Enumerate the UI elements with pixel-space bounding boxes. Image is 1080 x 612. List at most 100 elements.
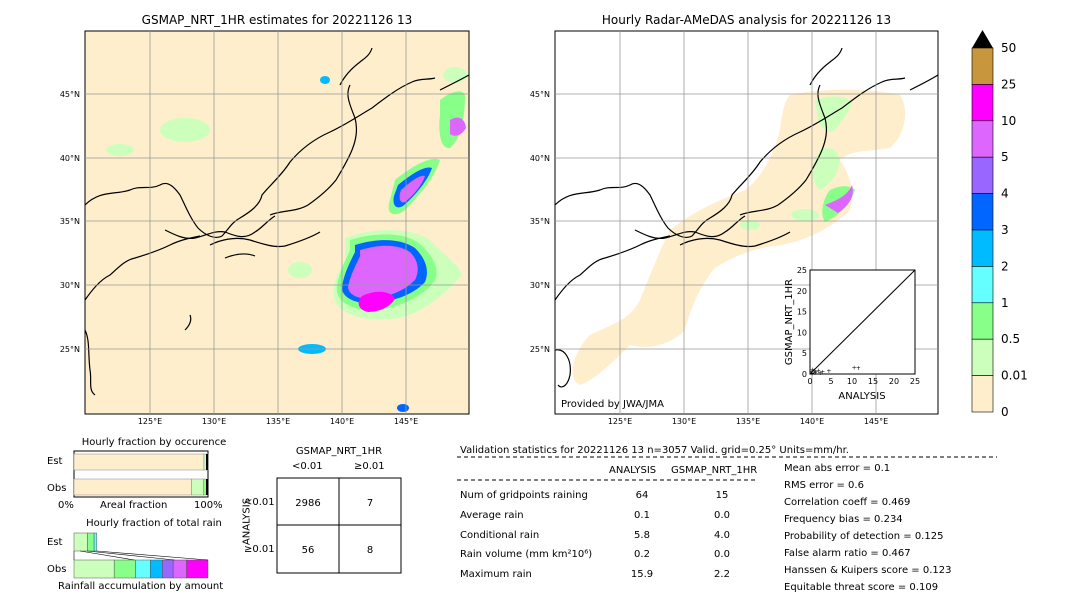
- score-pod: Probability of detection = 0.125: [784, 531, 944, 542]
- left-map-frame: [84, 30, 470, 415]
- contingency-grid: 2986 7 56 8: [276, 477, 402, 574]
- colorbar-label: 1: [1001, 296, 1009, 310]
- occurrence-axis-right: 100%: [194, 500, 223, 511]
- inset-xtick: 5: [828, 377, 833, 386]
- right-lat-30: 30°N: [530, 281, 550, 290]
- score-far: False alarm ratio = 0.467: [784, 548, 911, 559]
- total-rain-bar-segment: [93, 532, 98, 552]
- inset-diagonal: [809, 269, 916, 375]
- colorbar-segment: [971, 375, 994, 413]
- stat-analysis: 15.9: [630, 569, 654, 580]
- scatter-point: +: [856, 365, 861, 372]
- stat-label: Average rain: [460, 510, 524, 521]
- left-lat-25: 25°N: [60, 345, 80, 354]
- total-rain-bar-segment: [162, 559, 174, 579]
- score-hk: Hanssen & Kuipers score = 0.123: [784, 565, 952, 576]
- total-rain-link: [80, 550, 135, 561]
- colorbar-segment: [971, 193, 994, 231]
- inset-xtick: 25: [910, 377, 920, 386]
- scatter-point: +: [820, 369, 825, 376]
- right-lon-135: 135°E: [736, 417, 760, 426]
- right-map-title: Hourly Radar-AMeDAS analysis for 2022112…: [601, 13, 892, 27]
- stat-gsmap: 15: [715, 490, 729, 501]
- total-rain-bar-segment: [73, 559, 115, 579]
- right-lon-125: 125°E: [608, 417, 632, 426]
- colorbar-segment: [971, 338, 994, 376]
- data-credit: Provided by JWA/JMA: [561, 399, 664, 410]
- occurrence-bar-segment: [73, 478, 192, 496]
- colorbar-label: 2: [1001, 259, 1009, 273]
- score-corr: Correlation coeff = 0.469: [784, 497, 911, 508]
- inset-xtick: 20: [889, 377, 899, 386]
- colorbar-segment: [971, 47, 994, 85]
- right-lon-145: 145°E: [864, 417, 888, 426]
- validation-header: Validation statistics for 20221126 13 n=…: [460, 445, 849, 456]
- occurrence-est-label: Est: [47, 456, 63, 467]
- stat-gsmap: 4.0: [714, 530, 730, 541]
- occurrence-obs-label: Obs: [47, 483, 67, 494]
- stat-analysis: 5.8: [634, 530, 650, 541]
- stat-label: Conditional rain: [460, 530, 540, 541]
- occurrence-title: Hourly fraction by occurence: [81, 437, 227, 448]
- validation-col-gsmap: GSMAP_NRT_1HR: [671, 465, 758, 476]
- stat-label: Maximum rain: [460, 569, 532, 580]
- left-map-grid: [85, 31, 469, 414]
- left-map-precip: [106, 67, 467, 412]
- colorbar-label: 0: [1001, 405, 1009, 419]
- occurrence-axis-mid: Areal fraction: [100, 500, 168, 511]
- occurrence-bar-segment: [73, 453, 205, 471]
- inset-scatter: +++++ + ++ +++ + 00 5 5 10 10 15 15 20 20 25 25 ANALYS…: [784, 266, 920, 402]
- left-lat-45: 45°N: [60, 90, 80, 99]
- right-map-coverage: [572, 89, 906, 385]
- inset-ytick: 25: [797, 266, 807, 275]
- scatter-point: +: [826, 368, 831, 375]
- colorbar-labels: 50 25 10 5 4 3 2 1 0.5 0.01 0: [1001, 41, 1028, 419]
- cell-lt-lt: 2986: [295, 498, 320, 509]
- left-lat-35: 35°N: [60, 217, 80, 226]
- inset-ticks: 00 5 5 10 10 15 15 20 20 25 25: [797, 266, 920, 386]
- right-lon-140: 140°E: [800, 417, 824, 426]
- stat-label: Num of gridpoints raining: [460, 490, 588, 501]
- scatter-point: +: [810, 371, 815, 378]
- colorbar-label: 5: [1001, 150, 1009, 164]
- stat-gsmap: 0.0: [714, 549, 730, 560]
- occurrence-bar-tail: [206, 454, 208, 470]
- scatter-point: +: [852, 364, 857, 371]
- colorbar-arrow: [972, 30, 993, 48]
- inset-xtick: 10: [847, 377, 857, 386]
- stat-label: Rain volume (mm km²10⁶): [460, 549, 593, 560]
- colorbar-label: 0.01: [1001, 369, 1028, 383]
- contingency-row-ge: ≥0.01: [244, 544, 275, 555]
- left-map: 45°N 40°N 35°N 30°N 25°N 125°E 130°E 135…: [60, 30, 470, 426]
- total-rain-bars: [73, 532, 209, 579]
- occurrence-chart: [73, 450, 209, 498]
- left-map-coastline: [84, 47, 470, 396]
- left-map-title: GSMAP_NRT_1HR estimates for 20221126 13: [141, 13, 413, 27]
- occurrence-axis-left: 0%: [58, 500, 74, 511]
- occurrence-bar-tail: [206, 479, 208, 495]
- validation-rules: [457, 456, 997, 481]
- inset-ytick: 0: [802, 370, 807, 379]
- inset-xlabel: ANALYSIS: [838, 391, 885, 402]
- stat-analysis: 0.1: [634, 510, 650, 521]
- inset-xtick: 0: [807, 377, 812, 386]
- total-rain-bar-segment: [135, 559, 151, 579]
- colorbar-label: 4: [1001, 187, 1009, 201]
- total-rain-bar-segment: [186, 559, 209, 579]
- right-lon-130: 130°E: [672, 417, 696, 426]
- occurrence-bar-segment: [191, 478, 204, 496]
- left-lon-125: 125°E: [138, 417, 162, 426]
- colorbar-label: 10: [1001, 114, 1016, 128]
- inset-ytick: 15: [797, 308, 807, 317]
- cell-ge-lt: 56: [302, 545, 315, 556]
- right-lat-45: 45°N: [530, 90, 550, 99]
- validation-col-analysis: ANALYSIS: [609, 465, 657, 476]
- stat-gsmap: 2.2: [714, 569, 730, 580]
- scatter-point: +: [818, 370, 823, 377]
- score-rmse: RMS error = 0.6: [784, 480, 864, 491]
- left-lon-145: 145°E: [394, 417, 418, 426]
- stat-analysis: 64: [635, 490, 649, 501]
- total-rain-bar-segment: [172, 559, 187, 579]
- score-freq-bias: Frequency bias = 0.234: [784, 514, 903, 525]
- right-map-coastline: [554, 47, 939, 388]
